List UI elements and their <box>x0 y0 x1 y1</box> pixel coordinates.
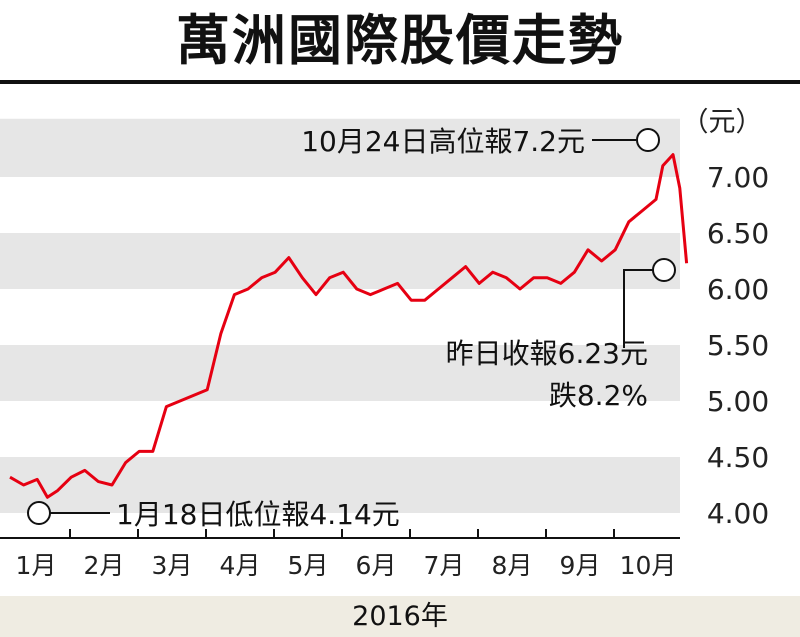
chart-title: 萬洲國際股價走勢 <box>176 8 624 72</box>
x-ticks: 1月 2月 3月 4月 5月 6月 7月 8月 9月 10月 <box>16 529 677 580</box>
x-tick-label: 4月 <box>220 551 261 580</box>
latest-annotation-line2: 跌8.2% <box>549 379 648 412</box>
x-tick-label: 5月 <box>288 551 329 580</box>
high-marker <box>636 128 660 152</box>
y-tick-label: 5.00 <box>707 385 769 418</box>
latest-annotation-line1: 昨日收報6.23元 <box>446 337 648 370</box>
high-annotation: 10月24日高位報7.2元 <box>301 125 585 158</box>
latest-leader-line <box>623 269 653 348</box>
low-annotation: 1月18日低位報4.14元 <box>116 498 400 531</box>
grid-band <box>0 118 680 177</box>
latest-marker <box>652 258 676 282</box>
y-tick-label: 6.50 <box>707 217 769 250</box>
y-tick-label: 7.00 <box>707 161 769 194</box>
x-tick-label: 7月 <box>424 551 465 580</box>
title-rule <box>0 80 800 84</box>
grid-band <box>0 233 680 289</box>
series-line-price <box>9 153 689 499</box>
unit-label: （元） <box>682 107 763 138</box>
x-axis-title: 2016年 <box>0 596 800 637</box>
y-tick-label: 4.50 <box>707 441 769 474</box>
x-tick-label: 10月 <box>620 551 677 580</box>
grid-band <box>0 345 680 401</box>
y-tick-label: 6.00 <box>707 273 769 306</box>
low-marker <box>27 501 51 525</box>
grid-bands <box>0 118 680 513</box>
y-tick-labels: 4.00 4.50 5.00 5.50 6.00 6.50 7.00 <box>707 161 769 530</box>
x-tick-label: 8月 <box>492 551 533 580</box>
y-tick-label: 4.00 <box>707 497 769 530</box>
x-tick-label: 1月 <box>16 551 57 580</box>
y-tick-label: 5.50 <box>707 329 769 362</box>
x-tick-label: 3月 <box>152 551 193 580</box>
x-tick-label: 6月 <box>356 551 397 580</box>
stock-price-chart: 1月 2月 3月 4月 5月 6月 7月 8月 9月 10月 4.00 4.50 5.00 5.50 6.… <box>0 107 769 580</box>
x-tick-label: 2月 <box>84 551 125 580</box>
x-tick-label: 9月 <box>560 551 601 580</box>
